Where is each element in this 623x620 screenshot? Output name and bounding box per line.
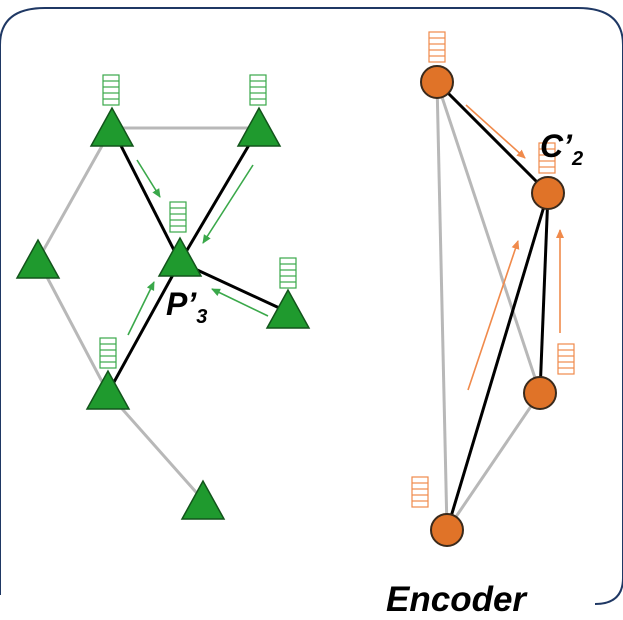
memory-stack-icon — [411, 476, 429, 508]
right-memory-stacks — [411, 31, 575, 508]
message-arrow — [211, 288, 269, 317]
left-arrows — [127, 159, 269, 336]
edge — [445, 192, 550, 531]
left-black-edges — [106, 127, 289, 394]
message-arrow — [136, 159, 161, 198]
message-arrow — [202, 164, 254, 244]
edge — [435, 81, 449, 531]
node-label-c2-main: C’ — [540, 128, 572, 164]
encoder-caption: Encoder — [386, 580, 527, 619]
memory-stack-icon — [279, 257, 297, 289]
message-arrow — [465, 104, 526, 159]
triangle-node-icon — [157, 236, 203, 277]
message-arrow — [127, 281, 155, 336]
memory-stack-icon — [249, 74, 267, 106]
circle-node-icon — [430, 513, 464, 547]
triangle-node-icon — [265, 288, 311, 329]
edge — [435, 81, 542, 394]
edge — [435, 80, 550, 195]
message-arrow — [467, 240, 520, 391]
right-black-edges — [435, 80, 550, 531]
frame-border — [0, 7, 623, 605]
memory-stack-icon — [557, 343, 575, 375]
right-nodes — [420, 65, 565, 547]
memory-stack-icon — [169, 201, 187, 233]
circle-node-icon — [523, 376, 557, 410]
edge — [445, 392, 542, 531]
node-label-p3: P’3 — [166, 286, 207, 329]
memory-stack-icon — [538, 142, 556, 174]
circle-node-icon — [420, 65, 454, 99]
edge — [36, 127, 114, 261]
left-nodes — [15, 106, 311, 520]
right-graph — [411, 31, 575, 547]
node-label-p3-main: P’ — [166, 286, 197, 322]
triangle-node-icon — [180, 479, 226, 520]
edge — [106, 392, 205, 501]
edge — [106, 261, 182, 394]
triangle-node-icon — [15, 238, 61, 279]
edge — [538, 192, 550, 394]
circle-node-icon — [531, 176, 565, 210]
right-gray-edges — [435, 81, 542, 531]
edge — [36, 259, 110, 394]
node-label-c2-sub: 2 — [572, 148, 584, 170]
memory-stack-icon — [99, 337, 117, 369]
left-memory-stacks — [99, 74, 297, 369]
triangle-node-icon — [89, 106, 135, 147]
left-gray-edges — [36, 126, 259, 501]
triangle-node-icon — [85, 369, 131, 410]
node-label-c2: C’2 — [540, 128, 583, 171]
left-graph — [15, 74, 311, 520]
memory-stack-icon — [428, 31, 446, 63]
triangle-node-icon — [236, 106, 282, 147]
memory-stack-icon — [102, 74, 120, 106]
right-arrows — [465, 104, 564, 391]
edge — [178, 127, 261, 263]
edge — [110, 127, 182, 263]
node-label-p3-sub: 3 — [196, 306, 208, 328]
